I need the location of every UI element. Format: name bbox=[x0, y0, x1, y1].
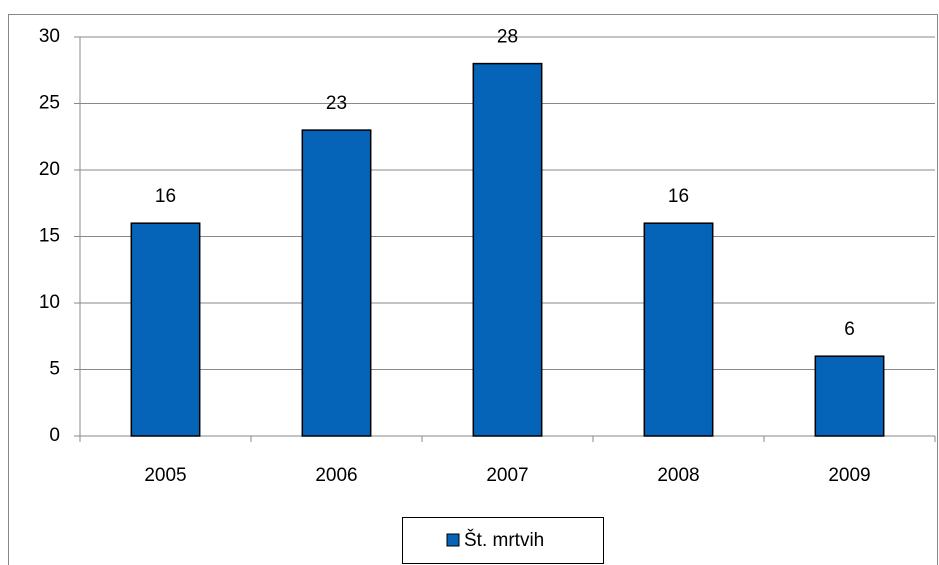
x-tick-label: 2009 bbox=[828, 465, 870, 486]
legend-swatch bbox=[446, 533, 460, 547]
x-tick-label: 2005 bbox=[144, 465, 186, 486]
y-tick-label: 30 bbox=[39, 26, 60, 47]
bar bbox=[301, 129, 372, 437]
y-tick-label: 15 bbox=[39, 226, 60, 247]
data-label: 16 bbox=[668, 186, 689, 207]
bar bbox=[814, 355, 885, 437]
y-tick-label: 10 bbox=[39, 292, 60, 313]
legend-box bbox=[402, 517, 604, 564]
chart-frame bbox=[8, 14, 938, 565]
y-tick-label: 25 bbox=[39, 93, 60, 114]
bar bbox=[643, 222, 714, 437]
x-tick-label: 2007 bbox=[486, 465, 528, 486]
data-label: 23 bbox=[326, 93, 347, 114]
bar bbox=[472, 62, 543, 437]
data-label: 16 bbox=[155, 186, 176, 207]
x-tick-label: 2006 bbox=[315, 465, 357, 486]
x-tick-label: 2008 bbox=[657, 465, 699, 486]
data-label: 6 bbox=[844, 319, 855, 340]
bar bbox=[130, 222, 201, 437]
legend-label: Št. mrtvih bbox=[464, 529, 544, 551]
y-tick-label: 20 bbox=[39, 159, 60, 180]
y-tick-label: 5 bbox=[49, 359, 60, 380]
y-tick-label: 0 bbox=[49, 425, 60, 446]
data-label: 28 bbox=[497, 27, 518, 48]
